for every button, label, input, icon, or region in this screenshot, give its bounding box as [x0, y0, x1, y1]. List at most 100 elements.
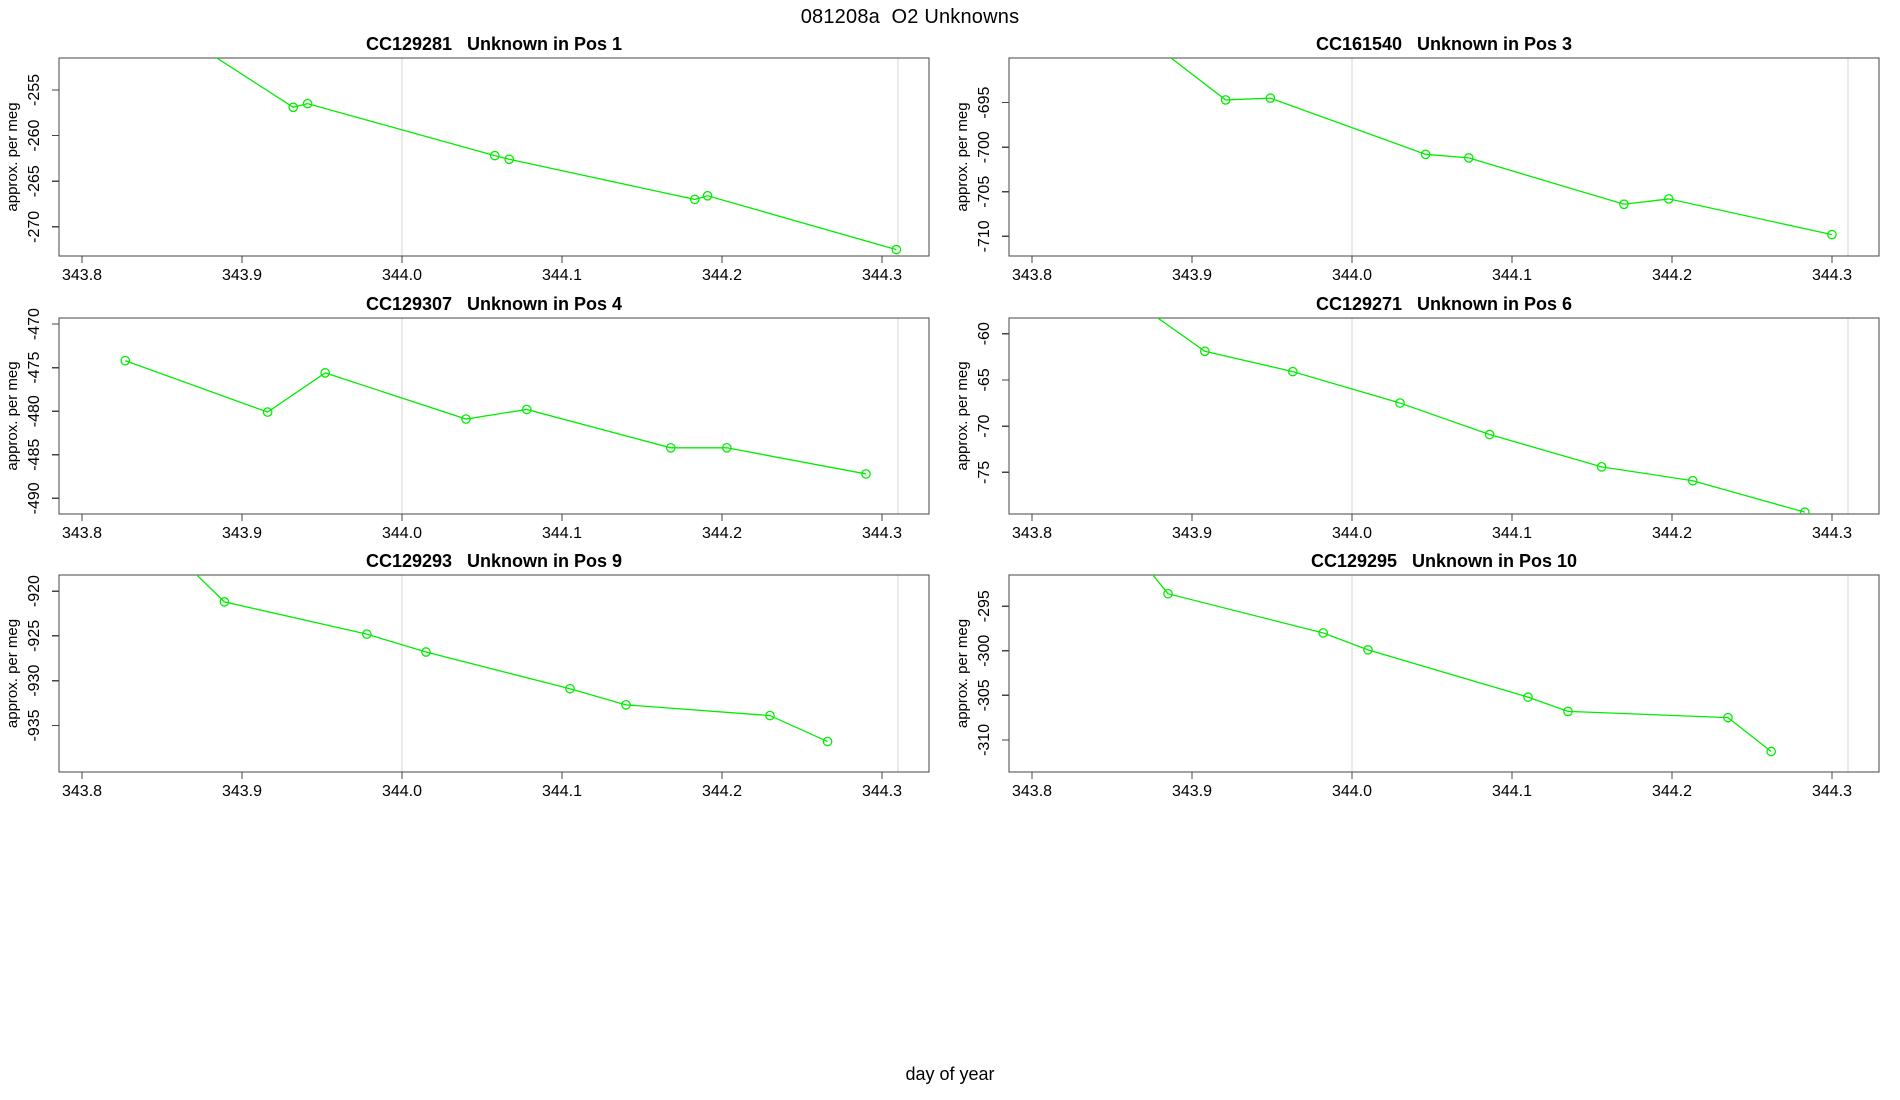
- y-tick-label: -710: [976, 220, 993, 252]
- x-tick-label: 344.0: [1332, 783, 1372, 800]
- x-tick-label: 344.0: [382, 783, 422, 800]
- data-point-marker: [765, 710, 775, 721]
- panel-title: CC129307 Unknown in Pos 4: [366, 294, 622, 314]
- data-point-marker: [521, 404, 532, 415]
- data-point-marker: [1163, 588, 1173, 599]
- data-point-marker: [1141, 562, 1149, 570]
- data-line: [1169, 58, 1833, 236]
- x-tick-label: 344.2: [1652, 267, 1692, 284]
- data-point-marker: [120, 355, 131, 366]
- plot-box: [1008, 317, 1880, 515]
- data-point-marker: [1619, 199, 1629, 210]
- data-point-marker: [1220, 95, 1231, 105]
- x-tick-label: 344.3: [862, 525, 902, 542]
- data-point-marker: [1265, 93, 1276, 103]
- x-tick-label: 344.0: [382, 267, 422, 284]
- data-line: [1152, 575, 1772, 753]
- x-tick-label: 344.2: [702, 783, 742, 800]
- y-tick-label: -65: [976, 368, 993, 391]
- panel-title: CC129281 Unknown in Pos 1: [366, 34, 622, 54]
- data-point-marker: [1149, 40, 1157, 48]
- panel-y-axis-label: approx. per meg: [954, 619, 971, 728]
- data-point-marker: [288, 102, 299, 113]
- data-point-marker: [702, 190, 713, 201]
- data-series: [1149, 40, 1837, 240]
- data-point-marker: [177, 556, 185, 564]
- x-tick-label: 344.0: [382, 525, 422, 542]
- data-line: [215, 58, 897, 251]
- x-tick-label: 343.9: [222, 525, 262, 542]
- data-point-marker: [1463, 153, 1474, 163]
- x-tick-label: 344.1: [1492, 525, 1532, 542]
- data-point-marker: [1799, 507, 1810, 514]
- x-tick-label: 343.8: [1012, 267, 1052, 284]
- data-point-marker: [1484, 429, 1495, 440]
- x-axis-title: day of year: [905, 1064, 995, 1084]
- data-point-marker: [302, 98, 313, 109]
- x-tick-label: 343.9: [1172, 267, 1212, 284]
- data-line: [195, 575, 828, 743]
- y-tick-label: -260: [26, 119, 43, 151]
- x-tick-label: 344.0: [1332, 267, 1372, 284]
- data-point-marker: [822, 736, 833, 747]
- x-tick-label: 343.9: [222, 783, 262, 800]
- data-point-marker: [861, 469, 871, 479]
- y-tick-label: -930: [26, 665, 43, 697]
- y-tick-label: -75: [976, 461, 993, 484]
- x-tick-label: 344.1: [1492, 783, 1532, 800]
- data-point-marker: [504, 154, 515, 165]
- panel-y-axis-label: approx. per meg: [4, 102, 21, 211]
- x-tick-label: 344.2: [1652, 783, 1692, 800]
- panel-CC129293: 343.8 343.9 344.0 344.1 344.2 344.3 -920 -925 -9…: [4, 551, 930, 800]
- data-point-marker: [361, 629, 372, 639]
- y-tick-label: -470: [26, 308, 43, 340]
- plot-box: [58, 574, 930, 773]
- data-point-marker: [191, 40, 199, 48]
- data-line: [1156, 318, 1805, 513]
- data-point-marker: [891, 244, 902, 255]
- data-point-marker: [1563, 706, 1573, 717]
- data-point-marker: [219, 597, 230, 607]
- y-tick-label: -70: [976, 415, 993, 438]
- data-point-marker: [421, 647, 431, 657]
- x-tick-label: 344.1: [542, 783, 582, 800]
- x-tick-label: 344.3: [862, 267, 902, 284]
- panel-title: CC161540 Unknown in Pos 3: [1316, 34, 1572, 54]
- y-tick-label: -920: [26, 575, 43, 607]
- data-point-marker: [1723, 712, 1733, 723]
- x-tick-label: 343.9: [1172, 525, 1212, 542]
- data-point-marker: [1827, 229, 1837, 240]
- y-tick-label: -305: [976, 679, 993, 711]
- data-point-marker: [565, 683, 575, 694]
- y-tick-label: -300: [976, 635, 993, 667]
- data-point-marker: [489, 150, 500, 161]
- data-point-marker: [1318, 628, 1329, 638]
- panel-title: CC129295 Unknown in Pos 10: [1311, 551, 1577, 571]
- panel-CC129271: 343.8 343.9 344.0 344.1 344.2 344.3 -60 -65 -70 -…: [954, 294, 1880, 542]
- data-point-marker: [1363, 645, 1373, 655]
- y-tick-label: -295: [976, 590, 993, 622]
- data-series: [1156, 318, 1810, 514]
- data-point-marker: [721, 442, 732, 453]
- data-point-marker: [1199, 346, 1210, 357]
- y-tick-label: -255: [26, 74, 43, 106]
- data-series: [1141, 562, 1777, 757]
- data-point-marker: [1395, 398, 1405, 408]
- y-tick-label: -475: [26, 352, 43, 384]
- data-series: [177, 556, 833, 747]
- y-tick-label: -705: [976, 176, 993, 208]
- x-tick-label: 344.0: [1332, 525, 1372, 542]
- x-tick-label: 344.3: [862, 783, 902, 800]
- plot-box: [1008, 574, 1880, 773]
- x-tick-label: 343.8: [62, 267, 102, 284]
- panel-CC129307: 343.8 343.9 344.0 344.1 344.2 344.3 -470 -475 -4…: [4, 294, 930, 542]
- x-tick-label: 343.8: [1012, 783, 1052, 800]
- y-tick-label: -695: [976, 86, 993, 118]
- y-tick-label: -485: [26, 439, 43, 471]
- x-tick-label: 344.3: [1812, 783, 1852, 800]
- data-point-marker: [621, 699, 631, 710]
- plot-box: [58, 57, 930, 257]
- y-tick-label: -700: [976, 131, 993, 163]
- data-point-marker: [665, 442, 676, 453]
- y-tick-label: -490: [26, 482, 43, 514]
